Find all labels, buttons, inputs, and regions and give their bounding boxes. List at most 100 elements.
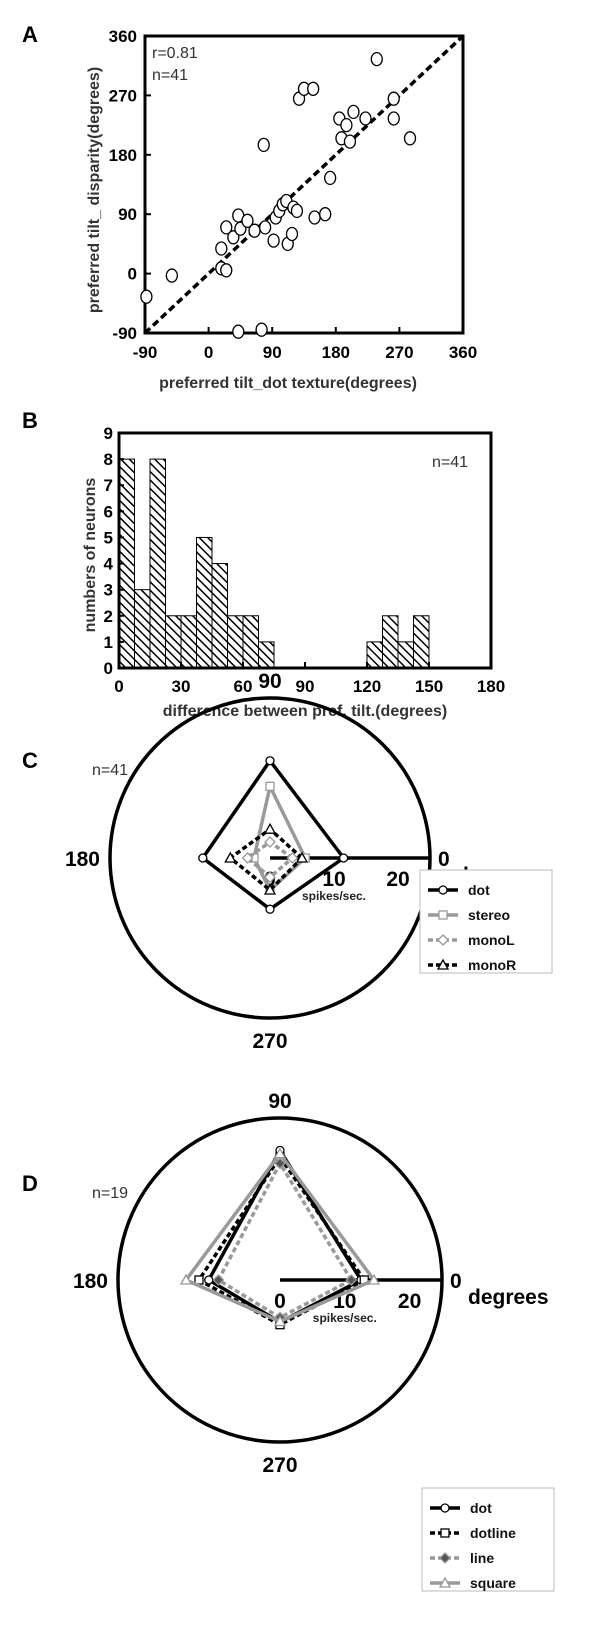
panel-d-marker-dot bbox=[204, 1275, 214, 1285]
panel-d-radial-tick-label: 0 bbox=[274, 1290, 286, 1313]
panel-c-marker-stereo bbox=[265, 781, 275, 791]
panel-a-data-point bbox=[215, 241, 228, 256]
panel-d-marker-square bbox=[179, 1273, 193, 1285]
panel-c-legend-marker-monoR bbox=[436, 958, 450, 970]
panel-a-plot-area: -90 0 90 180 270 360 -90 0 90 180 270 360 bbox=[109, 27, 478, 362]
panel-d-radial-tick-label: 20 bbox=[398, 1290, 421, 1313]
panel-c-marker-monoR bbox=[263, 822, 277, 834]
panel-c-radial-unit: spikes/sec. bbox=[302, 889, 366, 903]
panel-d-marker-square bbox=[273, 1315, 287, 1327]
panel-a-data-point bbox=[347, 104, 360, 120]
panel-c-marker-monoR bbox=[295, 851, 309, 863]
panel-b-bar bbox=[211, 563, 228, 669]
panel-c-marker-monoL bbox=[286, 852, 299, 864]
panel-a-data-point bbox=[248, 223, 261, 238]
panel-b-ytick-label: 6 bbox=[104, 502, 113, 521]
panel-c-angle-label-270: 270 bbox=[252, 1030, 287, 1053]
panel-d-marker-square bbox=[273, 1147, 287, 1159]
panel-c-annotation-n: n=41 bbox=[92, 762, 128, 779]
panel-a-ytick-label: 180 bbox=[109, 146, 137, 165]
panel-c-radial-tick-label: 20 bbox=[386, 868, 409, 891]
panel-b-xtick-label: 120 bbox=[353, 677, 381, 696]
panel-a-diagonal-line bbox=[143, 34, 465, 335]
panel-b-xtick-label: 90 bbox=[296, 677, 315, 696]
panel-c-letter: C bbox=[22, 748, 38, 773]
panel-d-legend-label-dotline: dotline bbox=[470, 1525, 516, 1541]
panel-b-bar bbox=[134, 589, 151, 669]
panel-b-xtick-label: 60 bbox=[234, 677, 253, 696]
panel-c-marker-dot bbox=[198, 853, 208, 863]
panel-a-ytick-label: -90 bbox=[112, 324, 137, 343]
panel-b-xtick-label: 180 bbox=[477, 677, 505, 696]
panel-c-legend-label-monoR: monoR bbox=[468, 957, 516, 973]
panel-b-ytick-label: 7 bbox=[104, 476, 113, 495]
panel-c-marker-monoR bbox=[263, 883, 277, 895]
panel-a-annotation-r: r=0.81 bbox=[152, 45, 198, 62]
panel-c-legend-label-stereo: stereo bbox=[468, 907, 510, 923]
panel-b-xtick-label: 0 bbox=[114, 677, 123, 696]
panel-b-xlabel: difference between pref. tilt.(degrees) bbox=[163, 703, 448, 720]
panel-b-ytick-label: 0 bbox=[104, 659, 113, 678]
panel-b-ytick-label: 5 bbox=[104, 528, 113, 547]
panel-c-marker-monoL bbox=[264, 871, 276, 884]
panel-d-angle-label-270: 270 bbox=[262, 1454, 297, 1477]
panel-d-legend-marker-dot bbox=[440, 1503, 450, 1513]
panel-d-legend-label-dot: dot bbox=[470, 1500, 492, 1516]
panel-d-legend-marker-line bbox=[439, 1552, 451, 1564]
panel-d-marker-line bbox=[212, 1274, 225, 1286]
panel-b-bar bbox=[242, 615, 259, 669]
panel-c-angle-label-180: 180 bbox=[65, 848, 100, 871]
panel-d-radial-unit: spikes/sec. bbox=[313, 1311, 377, 1325]
panel-a-ytick-label: 360 bbox=[109, 27, 137, 46]
panel-a-data-point bbox=[285, 226, 299, 242]
panel-a-data-point bbox=[241, 213, 254, 228]
panel-a-data-point bbox=[140, 289, 153, 304]
panel-d-marker-line bbox=[345, 1274, 358, 1286]
panel-d-letter: D bbox=[22, 1171, 38, 1196]
panel-a-xtick-label: 270 bbox=[385, 343, 413, 362]
panel-c-legend: dot stereo monoL monoR bbox=[419, 869, 553, 974]
panel-b-bar bbox=[227, 615, 244, 669]
panel-b-plot-area: 0 30 60 90 120 150 180 0 1 2 3 4 5 6 7 8 9 bbox=[104, 424, 506, 696]
panel-a-frame bbox=[143, 34, 465, 335]
panel-a-data-point bbox=[227, 230, 240, 245]
panel-d-angle-label-180: 180 bbox=[73, 1270, 108, 1293]
panel-b-bar bbox=[382, 615, 399, 669]
panel-a-letter: A bbox=[22, 22, 38, 47]
panel-a-xtick-label: 180 bbox=[322, 343, 350, 362]
panel-b-bar bbox=[165, 615, 182, 669]
panel-b-ylabel: numbers of neurons bbox=[82, 478, 99, 633]
panel-a-data-point bbox=[290, 203, 304, 219]
panel-b-bar bbox=[149, 458, 166, 669]
panel-a-data-point bbox=[220, 263, 233, 278]
panel-b-xtick-label: 30 bbox=[172, 677, 191, 696]
panel-c-marker-dot bbox=[338, 853, 349, 863]
panel-c-marker-dot bbox=[265, 756, 275, 766]
panel-b-ytick-label: 4 bbox=[104, 555, 114, 574]
panel-a-ytick-label: 270 bbox=[109, 86, 137, 105]
panel-d-marker-square bbox=[367, 1273, 381, 1285]
panel-a-data-point bbox=[220, 220, 233, 235]
panel-a-ytick-label: 0 bbox=[128, 265, 137, 284]
panel-a-data-point bbox=[323, 170, 337, 186]
panel-b-bar bbox=[366, 641, 383, 669]
panel-b-annotation-n: n=41 bbox=[432, 454, 468, 471]
panel-c-legend-label-dot: dot bbox=[468, 882, 490, 898]
panel-d-annotation-n: n=19 bbox=[92, 1185, 128, 1202]
panel-c-legend-marker-stereo bbox=[438, 910, 448, 920]
panel-b-bar bbox=[258, 641, 275, 669]
panel-a-data-point bbox=[387, 111, 400, 126]
panel-c-marker-monoL bbox=[264, 836, 276, 848]
panel-c-angle-label-90: 90 bbox=[258, 670, 281, 693]
panel-a-data-point bbox=[319, 207, 332, 222]
panel-a-xtick-label: 360 bbox=[449, 343, 477, 362]
panel-a-ylabel: preferred tilt_ disparity(degrees) bbox=[86, 67, 103, 313]
panel-a-data-point bbox=[308, 210, 321, 225]
panel-c: C n=41 901802700degrees01020spikes/sec. … bbox=[22, 670, 553, 1053]
panel-d-legend-label-line: line bbox=[470, 1550, 494, 1566]
panel-b-xtick-label: 150 bbox=[415, 677, 443, 696]
panel-a-data-point bbox=[257, 137, 270, 153]
